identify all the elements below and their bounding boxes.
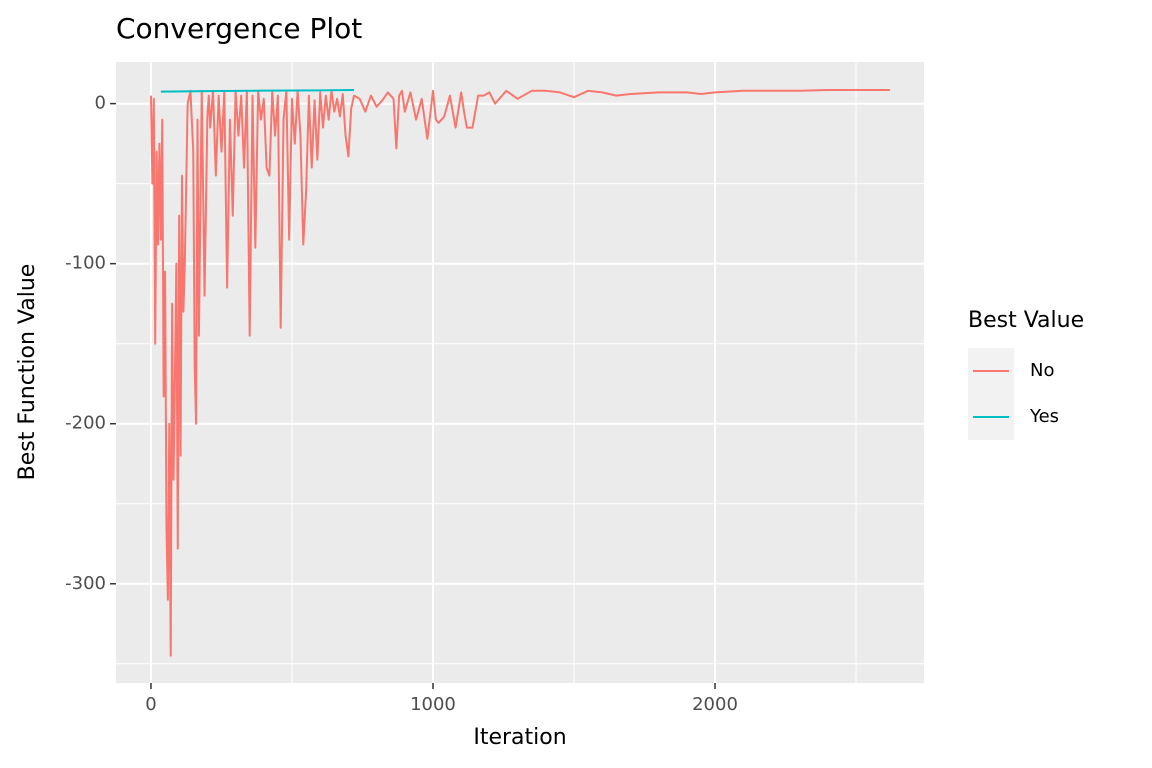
x-tick-label: 2000: [692, 694, 738, 715]
y-tick-label: 0: [95, 93, 106, 114]
lines: [149, 89, 890, 657]
x-tick-label: 0: [145, 694, 156, 715]
grid: [116, 62, 924, 683]
panel: [116, 62, 924, 683]
axes: 0 1000 2000 -300 -200 -100 0: [65, 93, 738, 715]
legend-label: No: [1030, 360, 1054, 381]
y-tick-label: -300: [65, 573, 106, 594]
y-tick-label: -100: [65, 253, 106, 274]
chart-title: Convergence Plot: [116, 12, 362, 45]
legend: Best Value No Yes: [968, 308, 1084, 440]
y-tick-label: -200: [65, 413, 106, 434]
series-line: [160, 89, 355, 93]
x-tick-label: 1000: [410, 694, 456, 715]
legend-label: Yes: [1029, 406, 1059, 427]
y-axis-title: Best Function Value: [15, 264, 40, 481]
legend-title: Best Value: [968, 308, 1084, 333]
series-line: [149, 89, 890, 657]
x-axis-title: Iteration: [473, 725, 566, 750]
